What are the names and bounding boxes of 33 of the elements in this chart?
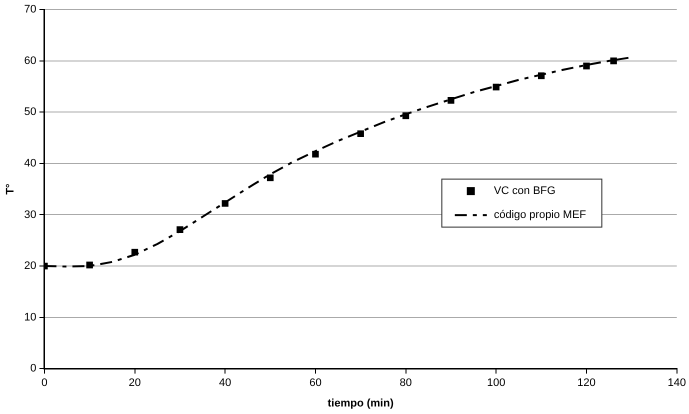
x-tick-label: 140: [668, 377, 686, 390]
y-tick-label: 70: [24, 4, 36, 16]
x-tick-label: 120: [577, 377, 596, 390]
x-tick-label: 40: [218, 377, 232, 390]
point: [176, 226, 184, 233]
point: [357, 130, 364, 138]
point: [402, 112, 410, 120]
x-tick-label: 80: [400, 377, 412, 390]
point: [86, 262, 93, 268]
x-tick-label: 20: [128, 377, 141, 390]
point: [312, 150, 319, 158]
point: [131, 248, 138, 256]
point: [448, 97, 454, 104]
legend-label: VC con BFG: [494, 185, 556, 198]
point: [538, 72, 545, 80]
point: [492, 84, 500, 90]
y-tick-label: 60: [24, 54, 36, 67]
y-axis-title: T°: [4, 184, 17, 195]
x-axis-title: tiempo (min): [328, 397, 394, 410]
point: [610, 58, 617, 64]
point: [583, 62, 590, 70]
y-tick-label: 40: [24, 157, 36, 170]
legend-label: código propio MEF: [494, 209, 586, 222]
y-tick-label: 0: [30, 362, 36, 375]
x-tick-label: 100: [486, 377, 506, 390]
point: [222, 200, 228, 207]
y-tick-label: 20: [24, 260, 36, 272]
y-tick-label: 50: [24, 106, 36, 118]
x-tick-label: 60: [309, 377, 322, 390]
y-tick-label: 30: [24, 208, 36, 221]
x-tick-label: 0: [41, 377, 48, 390]
point: [266, 174, 274, 182]
y-tick-label: 10: [24, 311, 36, 324]
